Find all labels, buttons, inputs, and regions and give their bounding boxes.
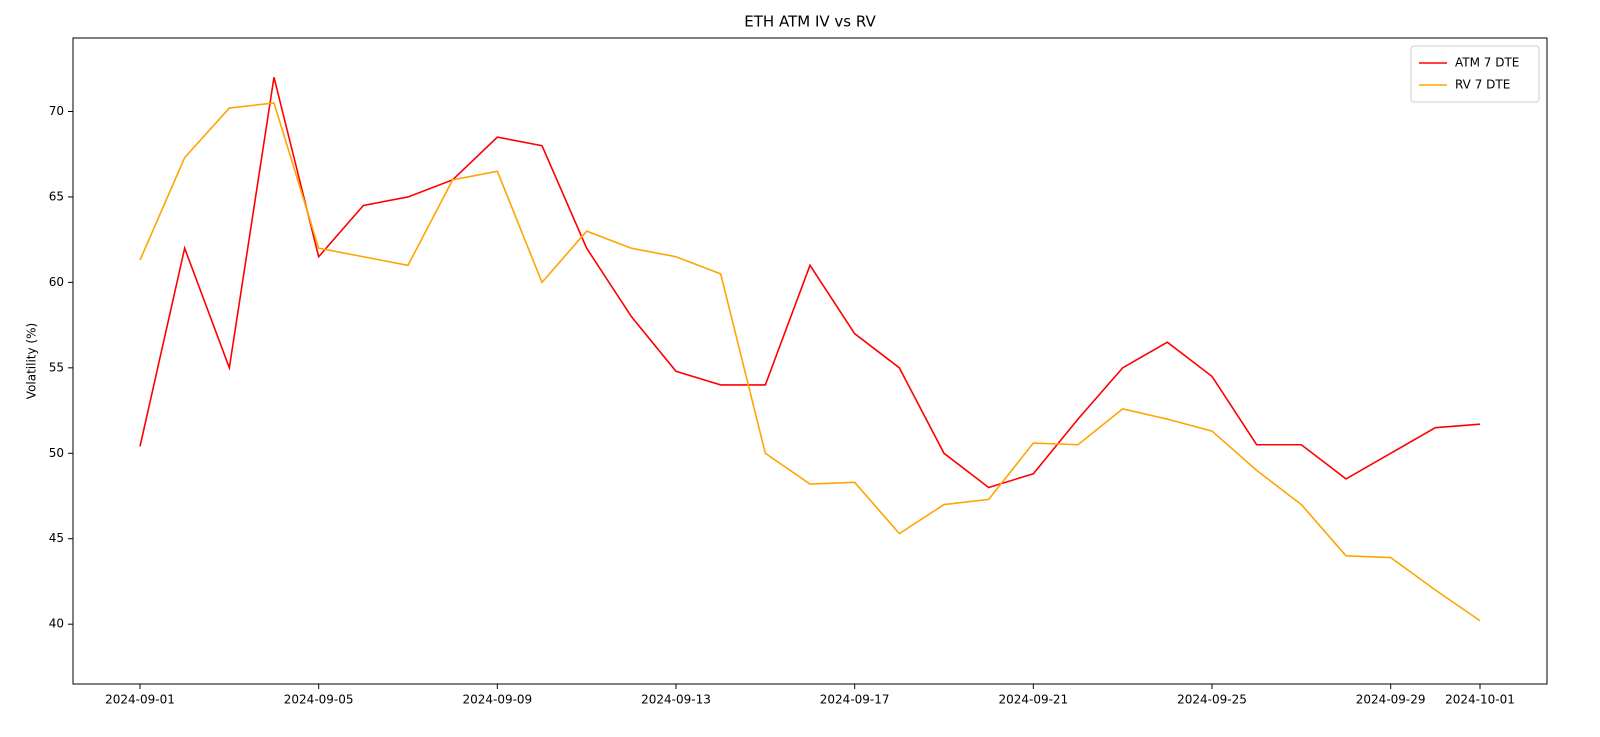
x-tick-label: 2024-09-21 xyxy=(998,693,1068,707)
legend-box xyxy=(1410,45,1540,103)
y-tick-label: 55 xyxy=(49,360,64,374)
series-line xyxy=(139,77,1481,489)
x-tick-label: 2024-09-25 xyxy=(1177,693,1247,707)
legend-label: RV 7 DTE xyxy=(1455,78,1510,92)
series-line xyxy=(139,102,1481,622)
x-tick-label: 2024-10-01 xyxy=(1445,693,1515,707)
x-tick-label: 2024-09-09 xyxy=(462,693,532,707)
plot-frame xyxy=(72,37,1548,685)
legend-label: ATM 7 DTE xyxy=(1455,56,1519,70)
y-tick-label: 65 xyxy=(49,189,64,203)
chart-title: ETH ATM IV vs RV xyxy=(744,13,876,31)
x-tick-label: 2024-09-13 xyxy=(641,693,711,707)
y-tick-label: 50 xyxy=(49,446,64,460)
y-tick-label: 60 xyxy=(49,275,64,289)
y-tick-label: 40 xyxy=(49,617,64,631)
y-axis-label: Volatility (%) xyxy=(25,323,39,399)
y-tick-label: 45 xyxy=(49,531,64,545)
y-tick-label: 70 xyxy=(49,104,64,118)
x-tick-label: 2024-09-17 xyxy=(820,693,890,707)
x-tick-label: 2024-09-05 xyxy=(284,693,354,707)
x-tick-label: 2024-09-29 xyxy=(1356,693,1426,707)
x-tick-label: 2024-09-01 xyxy=(105,693,175,707)
